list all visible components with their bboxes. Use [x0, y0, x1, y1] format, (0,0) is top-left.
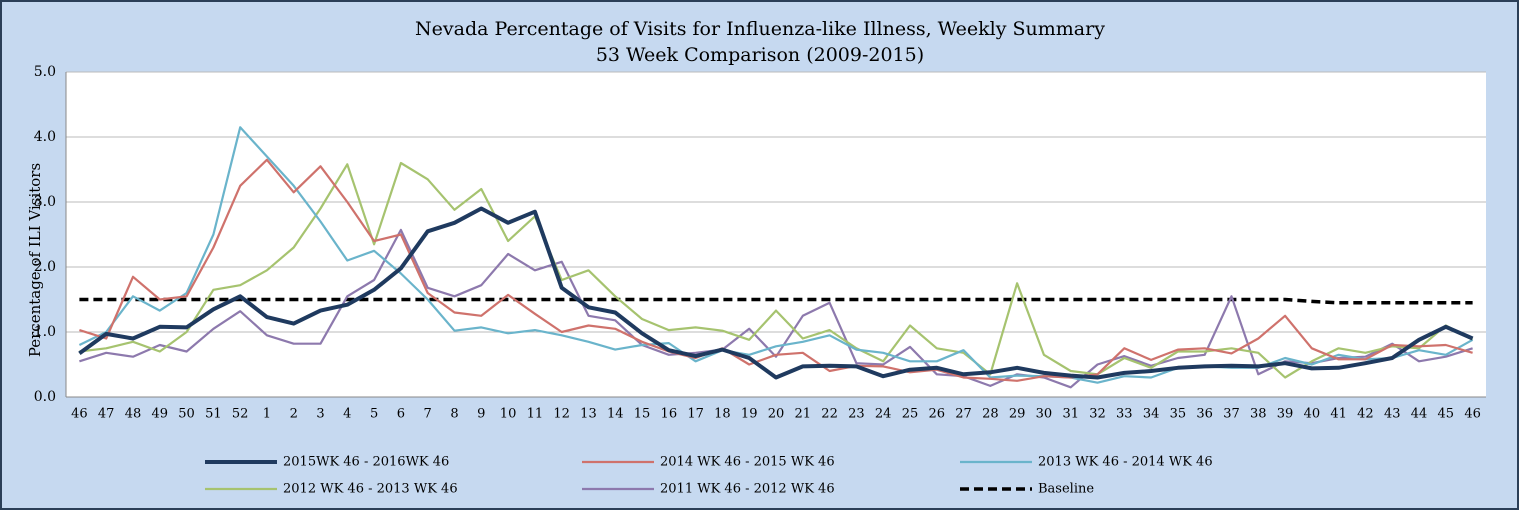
x-tick-label: 48 [125, 407, 142, 422]
legend-label: 2013 WK 46 - 2014 WK 46 [1038, 455, 1213, 470]
y-tick-label: 1.0 [34, 324, 56, 340]
y-tick-label: 5.0 [34, 64, 56, 80]
x-tick-label: 15 [634, 407, 651, 422]
x-tick-label: 51 [205, 407, 222, 422]
x-tick-label: 27 [955, 407, 972, 422]
x-tick-label: 26 [928, 407, 945, 422]
x-tick-label: 6 [397, 407, 405, 422]
x-tick-label: 47 [98, 407, 115, 422]
x-tick-label: 41 [1330, 407, 1347, 422]
x-tick-label: 24 [875, 407, 892, 422]
x-tick-label: 36 [1196, 407, 1213, 422]
x-tick-label: 1 [263, 407, 271, 422]
x-tick-label: 31 [1062, 407, 1079, 422]
x-tick-label: 16 [661, 407, 678, 422]
x-tick-label: 50 [178, 407, 195, 422]
x-tick-label: 9 [477, 407, 485, 422]
x-tick-label: 30 [1036, 407, 1053, 422]
y-tick-label: 0.0 [34, 389, 56, 405]
y-axis-title: Percentage of ILI Visitors [26, 163, 44, 357]
x-tick-label: 28 [982, 407, 999, 422]
x-tick-label: 19 [741, 407, 758, 422]
x-tick-label: 2 [290, 407, 298, 422]
x-tick-label: 29 [1009, 407, 1026, 422]
x-tick-label: 25 [902, 407, 919, 422]
x-tick-label: 11 [527, 407, 544, 422]
x-tick-label: 10 [500, 407, 517, 422]
series-line [79, 297, 1473, 305]
plot-area [66, 72, 1486, 397]
x-tick-label: 43 [1384, 407, 1401, 422]
x-tick-label: 20 [768, 407, 785, 422]
legend-label: Baseline [1038, 482, 1094, 497]
x-tick-label: 40 [1304, 407, 1321, 422]
x-tick-label: 34 [1143, 407, 1160, 422]
x-tick-label: 32 [1089, 407, 1106, 422]
x-tick-label: 35 [1170, 407, 1187, 422]
series-line [79, 228, 1473, 389]
x-tick-label: 14 [607, 407, 624, 422]
x-tick-label: 38 [1250, 407, 1267, 422]
x-tick-label: 4 [343, 407, 351, 422]
x-tick-label: 39 [1277, 407, 1294, 422]
x-tick-label: 18 [714, 407, 731, 422]
legend-label: 2014 WK 46 - 2015 WK 46 [660, 455, 835, 470]
x-tick-label: 22 [821, 407, 838, 422]
legend-label: 2011 WK 46 - 2012 WK 46 [660, 482, 835, 497]
legend-label: 2015WK 46 - 2016WK 46 [283, 455, 449, 470]
x-tick-label: 23 [848, 407, 865, 422]
x-tick-label: 21 [795, 407, 812, 422]
x-tick-label: 33 [1116, 407, 1133, 422]
y-tick-label: 3.0 [34, 194, 56, 210]
x-tick-label: 52 [232, 407, 249, 422]
series-line [79, 158, 1473, 382]
x-tick-label: 42 [1357, 407, 1374, 422]
y-tick-label: 4.0 [34, 129, 56, 145]
x-tick-label: 7 [424, 407, 432, 422]
x-tick-label: 17 [687, 407, 704, 422]
x-tick-label: 12 [553, 407, 570, 422]
series-line [78, 206, 1474, 380]
y-tick-label: 2.0 [34, 259, 56, 275]
x-tick-label: 49 [152, 407, 169, 422]
chart-title: Nevada Percentage of Visits for Influenz… [415, 18, 1105, 40]
x-tick-label: 46 [1464, 407, 1481, 422]
chart-subtitle: 53 Week Comparison (2009-2015) [596, 44, 924, 66]
x-tick-label: 8 [450, 407, 458, 422]
x-tick-label: 37 [1223, 407, 1240, 422]
x-tick-label: 44 [1411, 407, 1428, 422]
x-tick-label: 45 [1438, 407, 1455, 422]
legend-label: 2012 WK 46 - 2013 WK 46 [283, 482, 458, 497]
x-tick-label: 13 [580, 407, 597, 422]
x-tick-label: 46 [71, 407, 88, 422]
x-tick-label: 5 [370, 407, 378, 422]
series-line [79, 161, 1474, 379]
x-tick-label: 3 [316, 407, 324, 422]
